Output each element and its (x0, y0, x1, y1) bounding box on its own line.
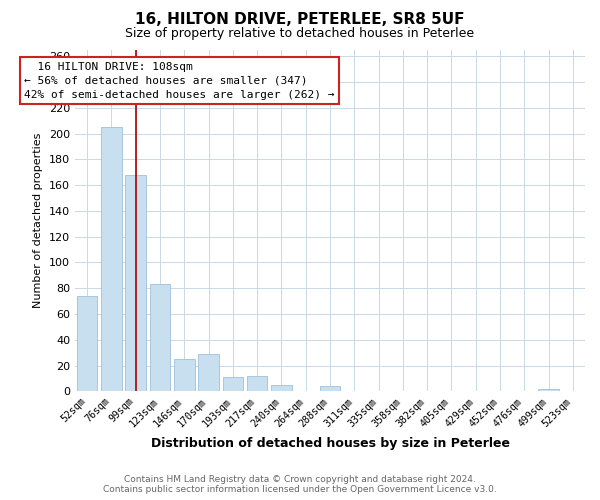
Bar (538, 388, 559, 392)
Text: Contains HM Land Registry data © Crown copyright and database right 2024.
Contai: Contains HM Land Registry data © Crown c… (103, 474, 497, 494)
Bar (77, 296, 97, 392)
Bar (271, 385, 292, 392)
Bar (101, 128, 122, 392)
Bar (125, 175, 146, 392)
Bar (247, 376, 268, 392)
Bar (223, 377, 243, 392)
Text: Size of property relative to detached houses in Peterlee: Size of property relative to detached ho… (125, 28, 475, 40)
Text: 16 HILTON DRIVE: 108sqm
← 56% of detached houses are smaller (347)
42% of semi-d: 16 HILTON DRIVE: 108sqm ← 56% of detache… (24, 62, 335, 100)
Y-axis label: Number of detached properties: Number of detached properties (34, 133, 43, 308)
Bar (150, 284, 170, 392)
Text: 16, HILTON DRIVE, PETERLEE, SR8 5UF: 16, HILTON DRIVE, PETERLEE, SR8 5UF (135, 12, 465, 28)
Bar (320, 386, 340, 392)
Bar (198, 354, 219, 392)
X-axis label: Distribution of detached houses by size in Peterlee: Distribution of detached houses by size … (151, 437, 509, 450)
Bar (174, 359, 194, 392)
